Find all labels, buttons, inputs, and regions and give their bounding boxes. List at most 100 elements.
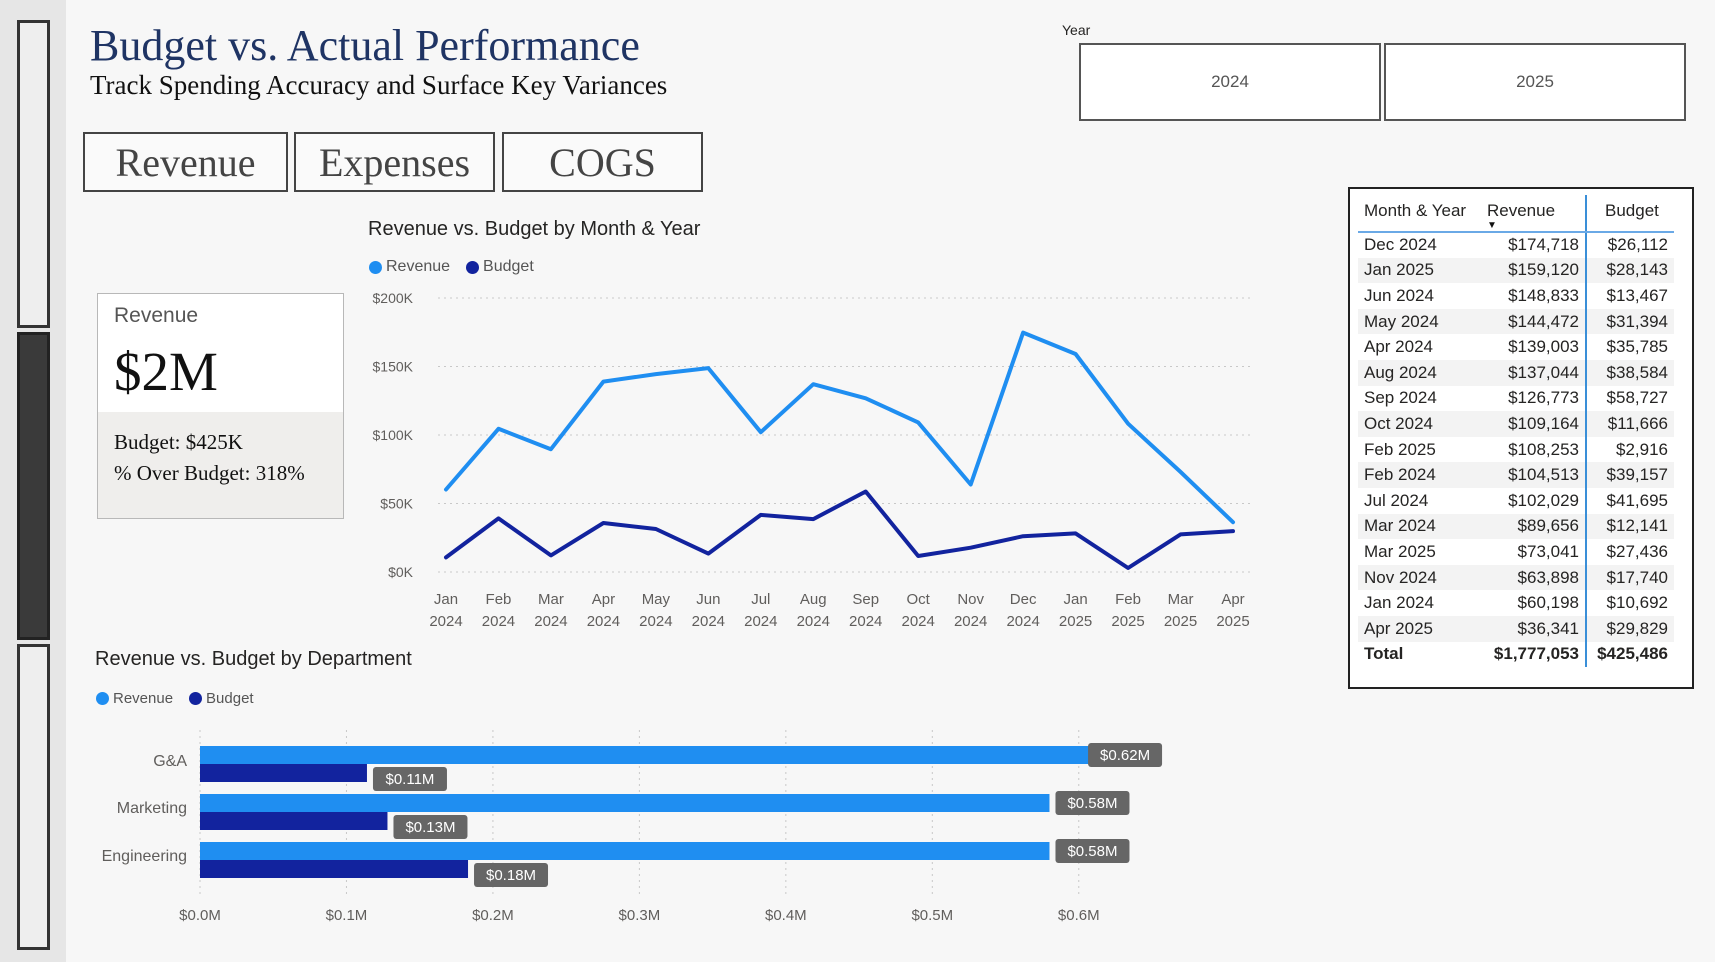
kpi-value: $2M [114,341,218,402]
year-tile-2025[interactable]: 2025 [1384,43,1686,121]
table-row[interactable]: Jan 2024 $60,198 $10,692 [1358,590,1674,616]
table-row[interactable]: Mar 2025 $73,041 $27,436 [1358,539,1674,565]
table-row[interactable]: Oct 2024 $109,164 $11,666 [1358,411,1674,437]
table-cell-budget: $425,486 [1597,644,1668,664]
page-subtitle: Track Spending Accuracy and Surface Key … [90,70,668,100]
table-cell-month-year: Nov 2024 [1358,564,1481,591]
table-header-row: Month & Year Revenue ▼ Budget [1358,195,1674,233]
table-cell-month-year: Aug 2024 [1358,359,1481,386]
legend-budget-dot [189,692,203,705]
line-chart-x-tick-year: 2024 [744,613,777,630]
revenue-button[interactable]: Revenue [83,132,288,192]
column-header-revenue[interactable]: Revenue ▼ [1481,195,1587,233]
rail-nav-block-top[interactable] [17,20,50,328]
table-cell-month-year: Mar 2025 [1364,541,1436,561]
table-row[interactable]: Apr 2025 $36,341 $29,829 [1358,615,1674,642]
line-chart-x-tick-month: Feb [1115,591,1141,608]
cogs-button[interactable]: COGS [502,132,703,192]
kpi-label: Revenue [114,304,199,327]
table-cell-month-year: Jan 2024 [1364,593,1434,613]
column-header-budget[interactable]: Budget [1586,195,1674,233]
bar-chart-x-tick-label: $0.4M [765,907,807,924]
table-row[interactable]: Aug 2024 $137,044 $38,584 [1358,359,1674,386]
bar-chart-x-tick-label: $0.2M [472,907,514,924]
bar-chart-x-tick-label: $0.3M [619,907,661,924]
table-cell-budget: $13,467 [1606,285,1668,305]
bar-budget [200,764,367,782]
table-row[interactable]: Jun 2024 $148,833 $13,467 [1358,283,1674,309]
bar-data-label-bg [372,767,447,791]
line-chart-x-tick-year: 2024 [429,613,462,630]
bar-data-label-bg [1088,743,1163,767]
expenses-button[interactable]: Expenses [294,132,495,192]
bar-chart-title: Revenue vs. Budget by Department [95,648,412,670]
table-row[interactable]: Sep 2024 $126,773 $58,727 [1358,385,1674,412]
table-row[interactable]: Apr 2024 $139,003 $35,785 [1358,334,1674,360]
line-chart-x-tick-year: 2024 [954,613,987,630]
bar-chart-legend: Revenue Budget [96,690,254,707]
table-cell-budget: $35,785 [1606,337,1668,357]
bar-chart-category-label: Marketing [117,800,187,817]
bar-chart-x-tick-label: $0.0M [179,907,221,924]
bar-data-label: $0.11M [386,771,435,788]
table-total-row[interactable]: Total $1,777,053 $425,486 [1358,641,1674,668]
rail-nav-block-active[interactable] [17,332,50,640]
line-chart-x-tick-year: 2024 [849,613,882,630]
bar-chart-category-label: Engineering [102,848,187,865]
line-chart-x-tick-month: Apr [1221,591,1244,608]
table-row[interactable]: Jan 2025 $159,120 $28,143 [1358,257,1674,284]
table-cell-month-year: Jul 2024 [1364,490,1429,510]
table-cell-revenue: $108,253 [1481,436,1587,463]
month-year-table: Month & Year Revenue ▼ Budget Dec 2024 $1… [1348,187,1694,689]
table-cell-budget: $58,727 [1606,388,1668,408]
bar-data-label: $0.58M [1067,795,1117,812]
bar-data-label-bg [1055,839,1130,863]
table-cell-budget: $26,112 [1607,235,1668,255]
rail-nav-block-bottom[interactable] [17,644,50,950]
line-chart-x-tick-month: May [642,591,671,608]
table-cell-revenue: $139,003 [1481,334,1587,360]
line-chart-x-tick-year: 2025 [1164,613,1197,630]
table-cell-budget: $29,829 [1586,615,1674,642]
bar-data-label-bg [393,815,468,839]
table-row[interactable]: Jul 2024 $102,029 $41,695 [1358,487,1674,514]
data-table: Month & Year Revenue ▼ Budget Dec 2024 $1… [1358,195,1674,668]
legend-budget-label: Budget [483,258,534,275]
table-row[interactable]: Nov 2024 $63,898 $17,740 [1358,564,1674,591]
line-chart-x-tick-year: 2024 [482,613,515,630]
table-cell-revenue: $159,120 [1481,257,1587,284]
line-chart-y-tick-label: $50K [380,496,413,512]
table-row[interactable]: Feb 2025 $108,253 $2,916 [1358,436,1674,463]
line-chart-y-tick-label: $200K [373,290,414,306]
year-tile-2024[interactable]: 2024 [1079,43,1381,121]
table-cell-revenue: $102,029 [1481,487,1587,514]
column-header-month-year[interactable]: Month & Year [1358,195,1481,233]
table-row[interactable]: Dec 2024 $174,718 $26,112 [1358,232,1674,258]
line-chart-x-tick-month: Oct [907,591,931,608]
line-chart-x-tick-year: 2024 [902,613,935,630]
line-chart-x-tick-month: Feb [486,591,512,608]
table-row[interactable]: May 2024 $144,472 $31,394 [1358,308,1674,335]
table-cell-budget: $11,666 [1586,411,1674,437]
table-cell-revenue: $1,777,053 [1481,641,1587,668]
column-header-revenue-label: Revenue [1487,201,1556,220]
table-cell-revenue: $36,341 [1481,615,1587,642]
line-chart-x-tick-year: 2024 [1006,613,1039,630]
bar-data-label: $0.58M [1067,843,1117,860]
table-body: Dec 2024 $174,718 $26,112 Jan 2025 $159,120 $… [1358,232,1674,668]
page-title: Budget vs. Actual Performance [90,21,640,70]
bar-revenue [200,842,1050,860]
line-chart-x-tick-month: Jan [434,591,458,608]
table-cell-revenue: $60,198 [1481,590,1587,616]
line-chart-x-tick-month: Aug [800,591,827,608]
legend-revenue-label: Revenue [113,690,174,707]
table-row[interactable]: Feb 2024 $104,513 $39,157 [1358,462,1674,488]
line-chart-x-tick-month: Nov [957,591,984,608]
table-row[interactable]: Mar 2024 $89,656 $12,141 [1358,513,1674,540]
table-cell-budget: $27,436 [1606,541,1668,561]
line-chart-x-tick-month: Mar [538,591,564,608]
bar-data-label: $0.18M [486,867,536,884]
sort-descending-icon[interactable]: ▼ [1487,220,1497,231]
line-chart-legend: Revenue Budget [369,258,534,276]
